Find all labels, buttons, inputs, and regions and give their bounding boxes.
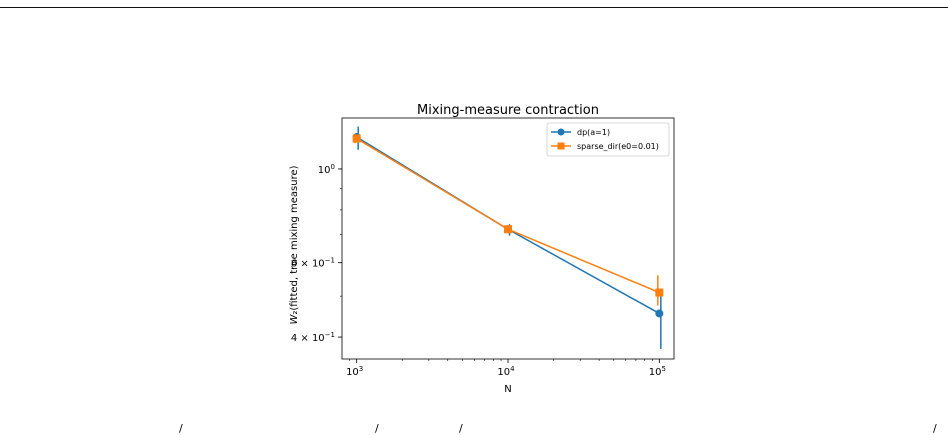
chart-title: Mixing-measure contraction <box>417 103 599 118</box>
x-tick-label: 103 <box>346 365 363 378</box>
plot-area: 103 104 105 100 6 × 10−1 4 × 10−1 <box>291 117 675 378</box>
y-tick-label: 4 × 10−1 <box>291 331 335 344</box>
y-tick-label: 100 <box>318 163 335 176</box>
clipped-fragment: / <box>459 422 463 435</box>
data-point <box>352 134 361 143</box>
series-dp <box>352 126 664 349</box>
clipped-fragment: / <box>933 422 937 435</box>
x-tick-label: 104 <box>497 365 515 378</box>
top-divider-line <box>0 7 948 8</box>
y-axis-label: W₂(fitted, true mixing measure) <box>289 165 300 324</box>
legend-swatch-marker <box>557 128 565 136</box>
legend-box <box>546 122 670 157</box>
x-tick-label: 105 <box>649 365 666 378</box>
series-sparse-dir <box>352 133 664 306</box>
data-point <box>504 225 512 234</box>
x-axis-label: N <box>504 384 511 395</box>
clipped-fragment: / <box>179 422 183 435</box>
data-point <box>655 309 664 318</box>
series-line <box>356 137 660 294</box>
legend-label: dp(a=1) <box>577 128 610 137</box>
clipped-text-fragments: / / / / <box>179 422 937 435</box>
legend-swatch-marker <box>557 142 565 150</box>
clipped-fragment: / <box>375 422 379 435</box>
legend: dp(a=1) sparse_dir(e0=0.01) <box>546 122 670 157</box>
data-point <box>655 288 664 297</box>
legend-label: sparse_dir(e0=0.01) <box>577 142 659 151</box>
y-tick-label: 6 × 10−1 <box>291 257 335 270</box>
